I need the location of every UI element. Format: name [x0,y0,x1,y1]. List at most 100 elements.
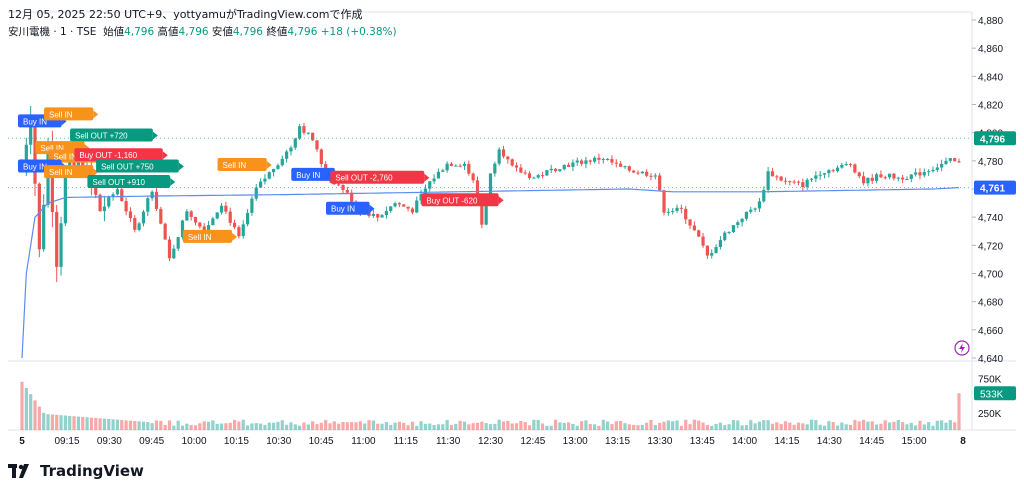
candle-body [579,160,584,164]
time-tick-label: 09:45 [139,436,164,447]
tradingview-logo[interactable]: TradingView [8,462,144,480]
candle-body [519,167,523,173]
volume-bar [272,422,276,430]
candle-body [393,203,397,207]
volume-bar [892,421,896,430]
candle-body [376,213,380,218]
volume-bar [37,406,41,430]
candle-body [289,147,293,152]
trade-marker[interactable]: Buy OUT -620 [421,193,504,207]
trade-marker-pointer [232,232,238,241]
candle-body [896,177,900,179]
candle-body [953,158,957,162]
trade-marker[interactable]: Sell OUT +910 [87,174,176,188]
high-value: 4,796 [178,26,209,38]
candle-body [571,162,575,167]
trade-marker-label: Sell IN [188,233,212,242]
candle-body [566,164,571,167]
candle-body [272,168,276,173]
trade-marker[interactable]: Sell IN [44,165,99,179]
candle-body [545,170,549,176]
volume-bar [146,422,150,430]
candle-body [527,173,532,179]
candle-body [588,160,592,162]
volume-bar [883,420,887,430]
indicator-price-tag [974,180,1016,195]
volume-bar [540,423,545,430]
volume-bar [33,400,37,430]
trade-marker-label: Buy IN [331,205,355,214]
volume-bar [553,419,558,430]
price-tick-label: 4,680 [978,298,1003,309]
candle-body [315,140,319,150]
volume-bar [176,420,180,430]
volume-bar [818,424,822,430]
volume-bar [788,422,792,430]
volume-bar [662,421,666,430]
volume-bar [653,424,657,430]
volume-bar [857,421,861,430]
volume-bar [258,423,263,430]
candle-body [710,253,714,256]
candle-body [120,189,124,202]
candle-body [714,247,718,254]
candle-body [176,237,180,249]
candle-body [540,175,545,177]
time-tick-label: 09:30 [97,436,122,447]
volume-bar [302,422,306,430]
candle-body [59,223,63,267]
candle-body [50,145,54,212]
volume-bar [128,420,133,430]
trade-marker[interactable]: Sell IN [44,107,99,121]
time-tick-label: 13:00 [563,436,588,447]
volume-bar [909,422,913,430]
volume-bar [423,423,428,430]
volume-last-text: 533K [980,389,1004,400]
volume-bar [371,420,375,430]
volume-bar [94,417,98,430]
trade-marker[interactable]: Sell IN [182,229,238,243]
volume-bar [619,420,623,430]
candle-body [918,172,922,176]
candle-body [801,182,805,188]
volume-bar [380,423,384,430]
candle-body [619,163,623,167]
trade-marker-label: Sell OUT -2,760 [335,174,393,183]
volume-bar [180,425,185,430]
candle-body [141,211,146,224]
volume-bar [311,421,315,430]
volume-bar [588,424,592,430]
candle-body [844,164,848,166]
candle-body [940,163,944,168]
symbol-label[interactable]: 安川電機 · 1 · TSE [8,26,97,38]
trade-marker[interactable]: Sell OUT +720 [70,128,158,142]
trade-marker[interactable]: Buy IN [325,201,375,215]
candle-body [298,126,302,139]
trade-marker[interactable]: Sell OUT -2,760 [330,170,430,184]
volume-bar [705,424,709,430]
trade-marker[interactable]: Sell OUT +750 [96,159,184,173]
candle-body [874,174,879,181]
volume-bar [896,420,900,430]
candle-body [285,151,289,159]
volume-bar [948,420,952,430]
close-value: 4,796 [287,26,318,38]
candle-body [189,211,193,217]
candle-body [55,211,59,267]
trade-marker[interactable]: Sell IN [217,158,272,172]
volume-bar [931,425,935,430]
volume-bar [679,425,683,430]
candle-body [623,166,627,168]
volume-bar [206,421,211,430]
candle-body [649,175,653,177]
volume-bar [645,422,649,430]
candle-body [558,169,562,172]
volume-bar [120,420,124,430]
trade-marker[interactable]: Buy OUT -1,160 [74,148,168,162]
candle-body [701,236,705,246]
candle-body [731,225,736,232]
candle-body [736,222,740,226]
candle-body [584,160,588,164]
